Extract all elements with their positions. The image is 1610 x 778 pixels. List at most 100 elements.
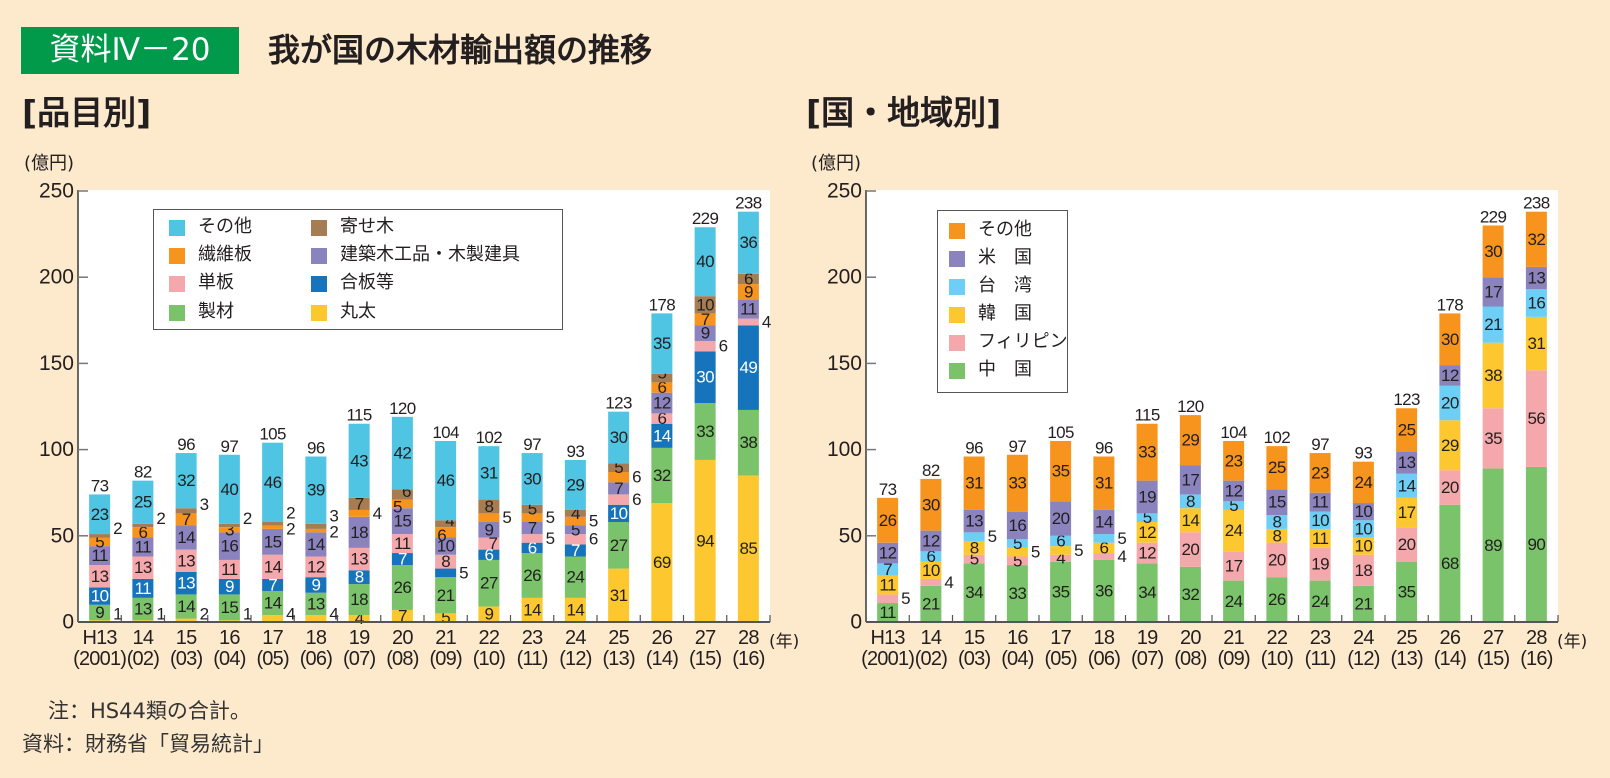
segment-value-label: 21 bbox=[1355, 594, 1373, 613]
segment-value-label: 13 bbox=[91, 567, 109, 586]
segment-value-label: 13 bbox=[1398, 453, 1416, 472]
segment-value-label-outside: 2 bbox=[113, 519, 122, 538]
bar-segment bbox=[1223, 551, 1245, 581]
bar-segment bbox=[1136, 522, 1158, 543]
segment-value-label: 35 bbox=[1052, 462, 1070, 481]
x-tick-sublabel: (12) bbox=[1347, 648, 1380, 670]
bar-segment bbox=[694, 227, 716, 297]
x-tick-sublabel: (16) bbox=[1520, 648, 1553, 670]
y-tick-label: 100 bbox=[827, 438, 862, 461]
x-tick-label: 21 bbox=[1223, 627, 1244, 649]
bar-segment bbox=[1439, 504, 1461, 622]
segment-value-label: 9 bbox=[701, 324, 710, 343]
total-value-label: 73 bbox=[879, 480, 897, 499]
bar-segment bbox=[218, 523, 240, 528]
segment-value-label: 7 bbox=[883, 560, 892, 579]
bar-segment bbox=[175, 508, 197, 514]
bar-segment bbox=[1136, 513, 1158, 523]
bar-segment bbox=[132, 556, 154, 579]
chart-by-item: 9101311523127313111311625128214131314732… bbox=[39, 180, 799, 671]
total-value-label: 93 bbox=[1355, 444, 1373, 463]
legend-label: 中 国 bbox=[978, 359, 1032, 380]
segment-value-label: 31 bbox=[610, 586, 628, 605]
legend-label: 単板 bbox=[198, 272, 234, 293]
bar-segment bbox=[218, 578, 240, 595]
bar-segment bbox=[1223, 509, 1245, 552]
segment-value-label-outside: 2 bbox=[243, 509, 252, 528]
bar-segment bbox=[1093, 542, 1115, 554]
segment-value-label: 46 bbox=[264, 473, 282, 492]
bar-segment bbox=[262, 525, 284, 529]
bar-segment bbox=[132, 523, 154, 528]
segment-value-label: 10 bbox=[1311, 511, 1329, 530]
segment-value-label-outside: 4 bbox=[286, 605, 295, 624]
bar-segment bbox=[564, 597, 586, 622]
x-tick-label: 22 bbox=[1267, 627, 1288, 649]
x-tick-sublabel: (07) bbox=[343, 648, 376, 670]
bar-segment bbox=[1223, 501, 1245, 510]
bar-segment bbox=[348, 423, 370, 498]
segment-value-label-outside: 5 bbox=[901, 589, 910, 608]
bar-segment bbox=[1525, 289, 1547, 317]
bar-segment bbox=[1136, 542, 1158, 564]
segment-value-label: 38 bbox=[740, 433, 758, 452]
segment-value-label: 20 bbox=[1052, 509, 1070, 528]
bar-segment bbox=[737, 273, 759, 285]
segment-value-label: 7 bbox=[398, 606, 407, 625]
segment-value-label: 13 bbox=[965, 512, 983, 531]
bar-segment bbox=[1179, 465, 1201, 495]
segment-value-label-outside: 5 bbox=[546, 529, 555, 548]
segment-value-label-outside: 5 bbox=[1074, 541, 1083, 560]
segment-value-label: 32 bbox=[653, 466, 671, 485]
segment-value-label: 13 bbox=[134, 558, 152, 577]
segment-value-label: 25 bbox=[134, 493, 152, 512]
segment-value-label: 33 bbox=[1009, 584, 1027, 603]
bar-segment bbox=[1439, 470, 1461, 505]
segment-value-label: 5 bbox=[1229, 496, 1238, 515]
bar-segment bbox=[478, 446, 500, 500]
segment-value-label: 5 bbox=[528, 500, 537, 519]
bar-segment bbox=[1179, 566, 1201, 622]
x-tick-sublabel: (02) bbox=[915, 648, 948, 670]
segment-value-label: 17 bbox=[1484, 282, 1502, 301]
segment-value-label: 14 bbox=[1182, 511, 1200, 530]
segment-value-label-outside: 4 bbox=[1117, 547, 1126, 566]
segment-value-label: 14 bbox=[177, 597, 195, 616]
bar-segment bbox=[1309, 580, 1331, 622]
bar-segment bbox=[920, 578, 942, 586]
segment-value-label: 33 bbox=[1138, 443, 1156, 462]
x-tick-sublabel: (11) bbox=[1305, 648, 1336, 670]
x-tick-label: 28 bbox=[738, 627, 759, 649]
segment-value-label: 7 bbox=[528, 519, 537, 538]
segment-value-label: 5 bbox=[95, 532, 104, 551]
bar-segment bbox=[89, 537, 111, 547]
segment-value-label: 94 bbox=[696, 531, 714, 550]
x-tick-sublabel: (05) bbox=[256, 648, 289, 670]
bar-segment bbox=[608, 568, 630, 622]
segment-value-label: 19 bbox=[1138, 488, 1156, 507]
segment-value-label: 5 bbox=[1013, 534, 1022, 553]
y-axis-unit-label: (億円) bbox=[24, 153, 75, 174]
x-tick-sublabel: (10) bbox=[1261, 648, 1294, 670]
chart-title-by-item: [品目別] bbox=[22, 93, 152, 132]
segment-value-label: 12 bbox=[879, 544, 897, 563]
bar-segment bbox=[1482, 408, 1504, 469]
segment-value-label-outside: 4 bbox=[329, 605, 338, 624]
y-tick-label: 200 bbox=[827, 266, 862, 289]
segment-value-label: 33 bbox=[696, 422, 714, 441]
bar-segment bbox=[1352, 461, 1374, 504]
bar-segment bbox=[1396, 451, 1418, 474]
segment-value-label: 13 bbox=[1528, 269, 1546, 288]
segment-value-label: 6 bbox=[744, 269, 753, 288]
segment-value-label: 11 bbox=[135, 538, 152, 557]
segment-value-label: 35 bbox=[653, 334, 671, 353]
segment-value-label: 24 bbox=[1225, 521, 1243, 540]
bar-stack: 35 20 17 14 13 25 123 bbox=[1393, 390, 1421, 622]
bars: 9101311523127313111311625128214131314732… bbox=[89, 194, 771, 628]
bar-segment bbox=[877, 563, 899, 576]
bar-segment bbox=[478, 549, 500, 560]
legend-swatch-icon bbox=[169, 276, 185, 292]
